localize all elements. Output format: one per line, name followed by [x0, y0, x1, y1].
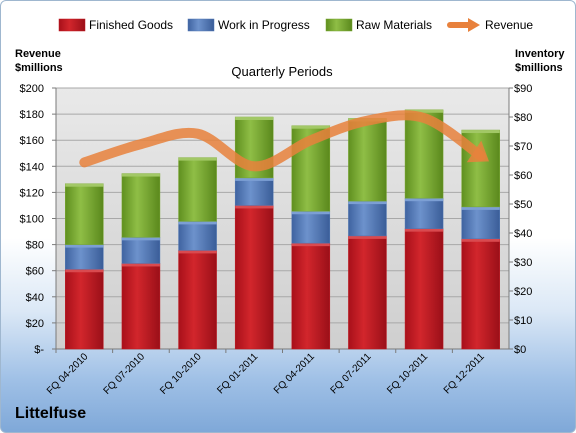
bar-top-highlight	[178, 221, 217, 225]
bar-top-highlight	[461, 130, 500, 134]
x-tick-label: FQ 04-2011	[272, 351, 317, 396]
bar-raw-materials	[348, 118, 387, 202]
bar-top-highlight	[178, 250, 217, 254]
bar-finished-goods	[65, 269, 104, 350]
y-left-tick-label: $80	[26, 240, 44, 252]
bar-top-highlight	[405, 198, 444, 202]
x-tick-label: FQ 10-2010	[158, 351, 204, 397]
bar-raw-materials	[121, 173, 161, 238]
bar-raw-materials	[65, 183, 104, 245]
bar-top-highlight	[291, 211, 330, 215]
legend-label: Finished Goods	[89, 18, 173, 32]
y-right-tick-label: $70	[514, 141, 532, 153]
bar-work-in-progress	[65, 244, 104, 270]
bar-work-in-progress	[461, 206, 500, 240]
bar-finished-goods	[291, 242, 331, 350]
bar-finished-goods	[178, 250, 217, 350]
bar-top-highlight	[121, 263, 160, 267]
bar-top-highlight	[65, 269, 104, 273]
bar-finished-goods	[234, 205, 274, 350]
bar-top-highlight	[348, 201, 387, 205]
legend-swatch-finished-goods	[58, 18, 86, 32]
bar-work-in-progress	[121, 237, 161, 264]
legend-label: Revenue	[485, 18, 533, 32]
bar-finished-goods	[461, 238, 500, 350]
y-left-tick-label: $180	[20, 109, 44, 121]
y-left-tick-label: $100	[20, 214, 44, 226]
bar-top-highlight	[235, 117, 274, 120]
y-left-tick-label: $120	[20, 187, 44, 199]
y-left-tick-label: $160	[20, 135, 44, 147]
y-right-tick-label: $20	[514, 286, 532, 298]
x-tick-label: FQ 07-2010	[102, 351, 148, 397]
bar-top-highlight	[65, 183, 104, 187]
y-left-unit: $millions	[15, 62, 63, 74]
bar-top-highlight	[291, 125, 330, 129]
bar-top-highlight	[461, 238, 500, 242]
y-left-tick-label: $40	[26, 292, 44, 304]
legend-arrow-revenue	[468, 18, 480, 32]
bar-top-highlight	[348, 235, 387, 239]
bar-top-highlight	[121, 173, 160, 177]
y-left-tick-label: $140	[20, 161, 44, 173]
y-left-tick-label: $200	[20, 83, 44, 95]
legend-swatch-work-in-progress	[187, 18, 215, 32]
y-right-unit: $millions	[515, 62, 563, 74]
legend-swatch-raw-materials	[325, 18, 353, 32]
bar-top-highlight	[121, 237, 160, 241]
bar-top-highlight	[178, 157, 217, 161]
y-left-tick-label: $60	[26, 266, 44, 278]
y-right-tick-label: $90	[514, 83, 532, 95]
bar-work-in-progress	[234, 177, 274, 206]
chart-title: Quarterly Periods	[231, 64, 333, 79]
y-right-tick-label: $60	[514, 170, 532, 182]
bar-work-in-progress	[178, 221, 217, 251]
x-tick-label: FQ 10-2011	[385, 351, 430, 396]
y-right-tick-label: $40	[514, 228, 532, 240]
bar-raw-materials	[178, 157, 217, 222]
y-left-tick-label: $20	[26, 318, 44, 330]
bar-top-highlight	[235, 205, 274, 209]
bar-finished-goods	[348, 235, 387, 350]
bar-top-highlight	[461, 206, 500, 210]
bar-top-highlight	[405, 228, 444, 232]
bar-top-highlight	[405, 109, 444, 113]
y-right-label: Inventory	[515, 48, 565, 60]
y-right-tick-label: $30	[514, 257, 532, 269]
bar-finished-goods	[121, 263, 161, 350]
legend-label: Raw Materials	[356, 18, 432, 32]
y-right-tick-label: $0	[514, 344, 526, 356]
y-right-tick-label: $80	[514, 112, 532, 124]
bar-work-in-progress	[291, 211, 331, 244]
y-right-tick-label: $10	[514, 315, 532, 327]
bar-raw-materials	[404, 109, 444, 199]
y-right-tick-label: $50	[514, 199, 532, 211]
y-left-tick-label: $-	[34, 344, 44, 356]
x-tick-label: FQ 12-2011	[442, 351, 487, 396]
bar-top-highlight	[235, 177, 274, 181]
bar-work-in-progress	[404, 197, 444, 229]
company-name: Littelfuse	[15, 405, 87, 422]
bar-top-highlight	[291, 243, 330, 247]
x-tick-label: FQ 04-2010	[45, 351, 91, 397]
series-line-revenue	[79, 110, 486, 172]
x-tick-label: FQ 01-2011	[215, 351, 260, 396]
legend-label: Work in Progress	[218, 18, 310, 32]
bar-top-highlight	[65, 244, 104, 248]
bar-work-in-progress	[348, 200, 387, 237]
y-left-label: Revenue	[15, 48, 61, 60]
x-tick-label: FQ 07-2011	[329, 351, 374, 396]
revenue-arrow-head	[466, 140, 490, 163]
bar-finished-goods	[404, 228, 444, 350]
